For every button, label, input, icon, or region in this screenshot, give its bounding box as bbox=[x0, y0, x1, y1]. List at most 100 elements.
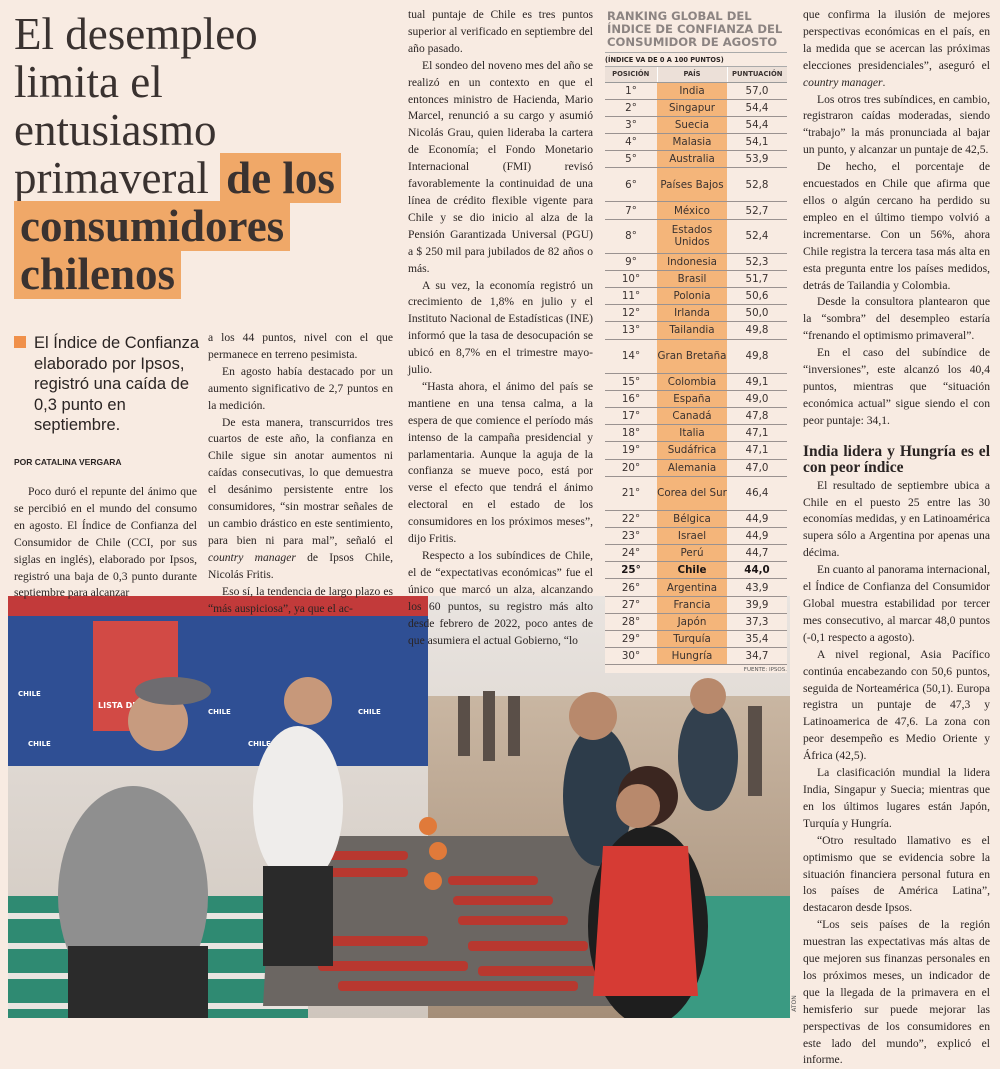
orange-square-bullet-icon bbox=[14, 336, 26, 348]
ranking-row: 30° Hungría 34,7 bbox=[605, 647, 787, 666]
article-paragraph: En agosto había destacado por un aumento… bbox=[208, 364, 393, 412]
ranking-subtitle: (ÍNDICE VA DE 0 A 100 PUNTOS) bbox=[605, 53, 787, 67]
article-paragraph: “Hasta ahora, el ánimo del país se manti… bbox=[408, 379, 593, 546]
cell-score: 54,1 bbox=[727, 133, 787, 152]
ranking-row: 12° Irlanda 50,0 bbox=[605, 304, 787, 323]
cell-pos: 10° bbox=[605, 270, 657, 289]
ranking-row: 20° Alemania 47,0 bbox=[605, 459, 787, 477]
article-paragraph: De esta manera, transcurridos tres cuart… bbox=[208, 415, 393, 581]
lead-summary: El Índice de Confianza elaborado por Ips… bbox=[14, 333, 204, 436]
chile-sign: CHILE bbox=[208, 708, 231, 716]
ranking-row: 18° Italia 47,1 bbox=[605, 424, 787, 443]
ranking-row: 10° Brasil 51,7 bbox=[605, 270, 787, 289]
ranking-table: POSICIÓN PAÍS PUNTUACIÓN 1° India 57,0 2° Si… bbox=[605, 67, 787, 666]
article-paragraph: a los 44 puntos, nivel con el que perman… bbox=[208, 331, 393, 361]
ranking-row: 2° Singapur 54,4 bbox=[605, 99, 787, 117]
cell-pos: 14° bbox=[605, 339, 657, 374]
headline: El desempleo limita el entusiasmo primav… bbox=[14, 9, 404, 299]
ranking-row: 29° Turquía 35,4 bbox=[605, 630, 787, 649]
ranking-row: 13° Tailandia 49,8 bbox=[605, 321, 787, 340]
cell-pos: 12° bbox=[605, 304, 657, 323]
cell-score: 54,4 bbox=[727, 116, 787, 135]
cell-country: España bbox=[657, 390, 727, 408]
article-column-1: Poco duró el repunte del ánimo que se pe… bbox=[14, 484, 197, 602]
cell-country: Japón bbox=[657, 613, 727, 632]
cell-pos: 11° bbox=[605, 287, 657, 306]
cell-pos: 5° bbox=[605, 150, 657, 169]
cell-pos: 22° bbox=[605, 510, 657, 528]
cell-pos: 19° bbox=[605, 441, 657, 460]
cell-pos: 17° bbox=[605, 407, 657, 426]
cell-score: 49,8 bbox=[727, 339, 787, 374]
cell-country: Hungría bbox=[657, 647, 727, 666]
ranking-row: 1° India 57,0 bbox=[605, 82, 787, 100]
cell-score: 51,7 bbox=[727, 270, 787, 289]
cell-score: 44,0 bbox=[727, 561, 787, 580]
cell-score: 49,1 bbox=[727, 373, 787, 391]
ranking-row: 27° Francia 39,9 bbox=[605, 596, 787, 614]
cell-pos: 26° bbox=[605, 578, 657, 597]
cell-score: 53,9 bbox=[727, 150, 787, 169]
ranking-row: 11° Polonia 50,6 bbox=[605, 287, 787, 306]
ranking-row: 7° México 52,7 bbox=[605, 201, 787, 220]
headline-line: El desempleo bbox=[14, 9, 258, 59]
cell-score: 39,9 bbox=[727, 596, 787, 614]
cell-pos: 16° bbox=[605, 390, 657, 408]
article-paragraph: “Los seis países de la región muestran l… bbox=[803, 918, 990, 1067]
article-paragraph: La clasificación mundial la lidera India… bbox=[803, 766, 990, 830]
cell-country: México bbox=[657, 201, 727, 220]
header-position: POSICIÓN bbox=[605, 67, 657, 83]
cell-pos: 25° bbox=[605, 561, 657, 580]
ranking-row: 4° Malasia 54,1 bbox=[605, 133, 787, 152]
cell-country: Chile bbox=[657, 561, 727, 580]
ranking-row: 22° Bélgica 44,9 bbox=[605, 510, 787, 528]
cell-pos: 3° bbox=[605, 116, 657, 135]
source-note: FUENTE: IPSOS. bbox=[743, 667, 787, 674]
cell-score: 49,8 bbox=[727, 321, 787, 340]
ranking-row: 17° Canadá 47,8 bbox=[605, 407, 787, 426]
cell-country: Bélgica bbox=[657, 510, 727, 528]
article-paragraph: “Otro resultado llamativo es el optimism… bbox=[803, 833, 990, 915]
headline-line: primaveral bbox=[14, 153, 209, 203]
byline: POR CATALINA VERGARA bbox=[14, 457, 122, 467]
article-paragraph: El sondeo del noveno mes del año se real… bbox=[408, 58, 593, 275]
ranking-row: 16° España 49,0 bbox=[605, 390, 787, 408]
article-paragraph: De hecho, el porcentaje de encuestados e… bbox=[803, 160, 990, 292]
ranking-table-box: RANKING GLOBAL DEL ÍNDICE DE CONFIANZA D… bbox=[605, 10, 787, 674]
headline-line: entusiasmo bbox=[14, 105, 217, 155]
ranking-row: 24° Perú 44,7 bbox=[605, 544, 787, 563]
cell-pos: 9° bbox=[605, 253, 657, 271]
headline-line: limita el bbox=[14, 57, 163, 107]
cell-country: Israel bbox=[657, 527, 727, 546]
cell-country: Italia bbox=[657, 424, 727, 443]
article-paragraph: tual puntaje de Chile es tres puntos sup… bbox=[408, 8, 593, 55]
cell-country: Australia bbox=[657, 150, 727, 169]
cell-score: 47,8 bbox=[727, 407, 787, 426]
headline-highlight: consumidores bbox=[14, 201, 291, 251]
cell-pos: 2° bbox=[605, 99, 657, 117]
ranking-row: 19° Sudáfrica 47,1 bbox=[605, 441, 787, 460]
ranking-row: 6° Países Bajos 52,8 bbox=[605, 167, 787, 203]
cell-score: 52,3 bbox=[727, 253, 787, 271]
cell-country: Sudáfrica bbox=[657, 441, 727, 460]
chile-sign: CHILE bbox=[28, 740, 51, 748]
cell-score: 44,9 bbox=[727, 510, 787, 528]
cell-country: Francia bbox=[657, 596, 727, 614]
headline-highlight: de los bbox=[220, 153, 341, 203]
photo-credit: ATON bbox=[790, 995, 798, 1012]
article-paragraph: Desde la consultora plantearon que la “s… bbox=[803, 295, 990, 343]
ranking-row: 15° Colombia 49,1 bbox=[605, 373, 787, 391]
cell-country: Tailandia bbox=[657, 321, 727, 340]
cell-score: 43,9 bbox=[727, 578, 787, 597]
cell-score: 54,4 bbox=[727, 99, 787, 117]
cell-country: Gran Bretaña bbox=[657, 339, 727, 374]
ranking-row: 25° Chile 44,0 bbox=[605, 561, 787, 580]
article-paragraph: Respecto a los subíndices de Chile, el d… bbox=[408, 549, 593, 647]
cell-country: Suecia bbox=[657, 116, 727, 135]
cell-country: India bbox=[657, 82, 727, 100]
cell-country: Irlanda bbox=[657, 304, 727, 323]
cell-country: Indonesia bbox=[657, 253, 727, 271]
cell-pos: 7° bbox=[605, 201, 657, 220]
cell-score: 37,3 bbox=[727, 613, 787, 632]
cell-score: 44,7 bbox=[727, 544, 787, 563]
